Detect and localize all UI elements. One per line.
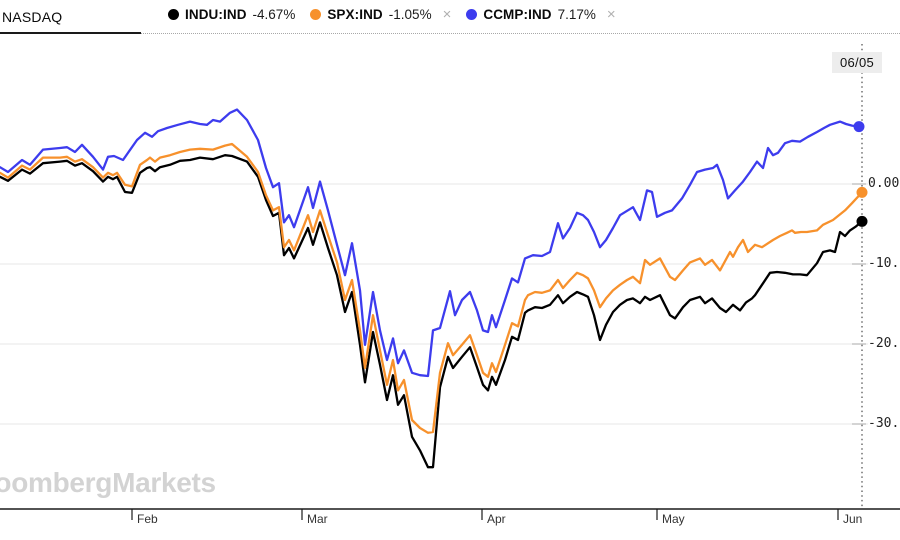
tab-nasdaq[interactable]: NASDAQ	[2, 9, 63, 25]
series-change: -4.67%	[252, 7, 296, 22]
series-name: INDU:IND	[185, 7, 247, 22]
series-name: CCMP:IND	[483, 7, 552, 22]
series-line-SPX:IND	[0, 142, 864, 434]
series-color-dot	[466, 9, 478, 20]
x-axis-label: Jun	[843, 512, 863, 526]
series-line-INDU:IND	[0, 154, 864, 469]
legend-item-spx[interactable]: SPX:IND -1.05% ×	[310, 7, 451, 22]
series-line-CCMP:IND	[0, 108, 861, 378]
series-color-dot	[310, 9, 322, 20]
header-separator	[0, 33, 900, 34]
bloomberg-watermark: BloombergMarkets	[0, 467, 216, 498]
x-axis-label: May	[662, 512, 685, 526]
endpoint-dot-CCMP:IND	[853, 121, 865, 133]
series-color-dot	[168, 9, 179, 20]
close-icon[interactable]: ×	[442, 6, 452, 23]
y-axis-label: 0.00	[868, 176, 900, 191]
legend: INDU:IND -4.67% SPX:IND -1.05% × CCMP:IN…	[168, 7, 616, 22]
endpoint-dot-SPX:IND	[856, 186, 868, 198]
x-axis-label: Feb	[137, 512, 158, 526]
x-axis-label: Mar	[307, 512, 328, 526]
close-icon[interactable]: ×	[606, 6, 616, 23]
series-name: SPX:IND	[327, 7, 383, 22]
cursor-date-flag: 06/05	[832, 52, 883, 73]
series-change: 7.17%	[557, 7, 596, 22]
legend-item-ccmp[interactable]: CCMP:IND 7.17% ×	[466, 6, 616, 23]
x-axis-label: Apr	[487, 512, 506, 526]
y-axis-label: -10.	[868, 256, 900, 271]
series-change: -1.05%	[388, 7, 432, 22]
tab-active-indicator	[0, 32, 141, 34]
endpoint-dot-INDU:IND	[856, 215, 868, 227]
y-axis-label: -20.	[868, 336, 900, 351]
legend-item-indu[interactable]: INDU:IND -4.67%	[168, 7, 295, 22]
y-axis-label: -30.	[868, 416, 900, 431]
